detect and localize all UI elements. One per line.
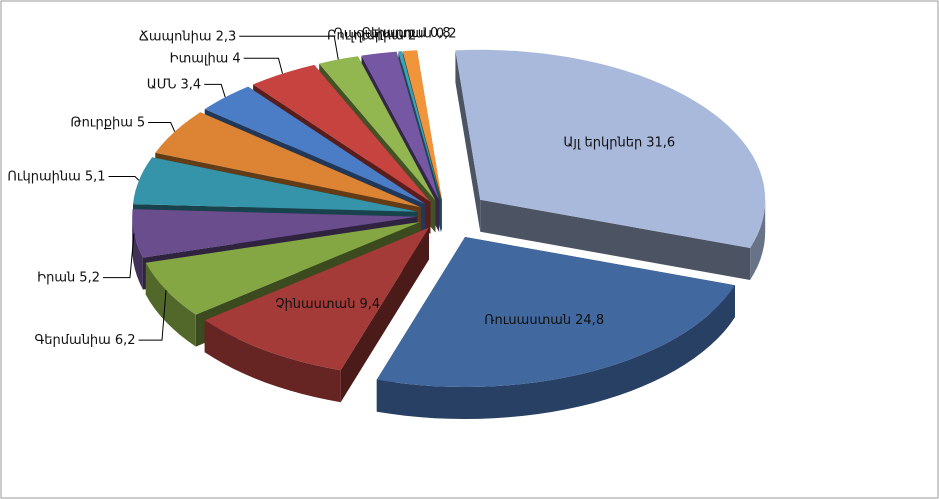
value-label: 2: [408, 28, 416, 43]
data-label: Չինաստան 9,4: [275, 296, 380, 311]
data-label: Ռուսաստան 24,8: [484, 313, 604, 328]
category-label: Գերմանիա: [35, 333, 111, 348]
value-label: 5,2: [79, 270, 100, 285]
category-label: Այլ երկրներ: [563, 135, 642, 150]
value-label: 0,2: [436, 26, 457, 41]
data-label: Իտալիա 4: [170, 51, 241, 66]
data-label: Բուլղարիա 2: [327, 28, 416, 43]
data-label: Իրան 5,2: [37, 270, 100, 285]
category-label: Բուլղարիա: [327, 28, 404, 43]
slice-top: [319, 56, 436, 201]
data-label: Ճապոնիա 2,3: [139, 29, 236, 44]
slice: [204, 227, 429, 403]
data-label: ԱՄՆ 3,4: [147, 77, 201, 92]
slice-top: [133, 157, 418, 212]
value-label: 6,2: [115, 333, 136, 348]
slice-top: [145, 221, 421, 315]
leader-line: [102, 233, 135, 279]
value-label: 0,8: [430, 25, 451, 40]
category-label: Ռուսաստան: [484, 313, 571, 328]
data-label: Ղազախստան 0,2: [334, 26, 457, 41]
data-label: Գերմանիա 6,2: [35, 333, 136, 348]
slice-wall: [340, 227, 429, 403]
slice-top: [398, 51, 441, 200]
value-label: 24,8: [575, 313, 604, 328]
category-label: Չինաստան: [275, 296, 355, 311]
leader-line: [243, 57, 283, 74]
data-label: Այլ երկրներ 31,6: [563, 135, 675, 150]
slice-top: [204, 86, 426, 205]
slice-side: [204, 320, 341, 403]
slice-top: [402, 50, 442, 200]
category-label: Իրան: [37, 270, 75, 285]
data-label: Թուրքիա 5: [70, 115, 145, 130]
value-label: 3,4: [181, 77, 202, 92]
slice: [455, 49, 766, 281]
slice-wall: [480, 199, 751, 281]
leader-line: [204, 83, 226, 98]
leader-line: [148, 122, 176, 132]
data-label: Բելառուս 0,8: [361, 25, 450, 40]
slice-top: [361, 51, 440, 200]
slice-side: [132, 216, 143, 290]
value-label: 9,4: [359, 296, 380, 311]
category-label: Ղազախստան: [334, 26, 432, 41]
category-label: Բելառուս: [361, 25, 426, 40]
slice-side: [145, 262, 196, 347]
value-label: 31,6: [646, 135, 675, 150]
slice-top: [204, 227, 429, 371]
category-label: Ուկրաինա: [7, 169, 80, 184]
slice-top: [155, 112, 421, 208]
slice-top: [376, 237, 735, 387]
leader-line: [239, 35, 339, 60]
value-label: 5: [137, 115, 145, 130]
slice-top: [253, 64, 431, 202]
category-label: Իտալիա: [170, 51, 229, 66]
leader-line: [138, 289, 167, 341]
value-label: 2,3: [216, 29, 237, 44]
slice-wall: [455, 50, 481, 232]
value-label: 4: [232, 51, 240, 66]
slice-top: [132, 209, 418, 258]
category-label: Ճապոնիա: [139, 29, 212, 44]
slice: [376, 237, 735, 419]
value-label: 5,1: [85, 169, 106, 184]
leader-line: [108, 176, 140, 181]
slice-side: [376, 285, 735, 419]
slice-side: [750, 199, 766, 280]
data-label: Ուկրաինա 5,1: [7, 169, 105, 184]
category-label: ԱՄՆ: [147, 77, 177, 92]
category-label: Թուրքիա: [70, 115, 132, 130]
slice-top: [455, 49, 766, 248]
